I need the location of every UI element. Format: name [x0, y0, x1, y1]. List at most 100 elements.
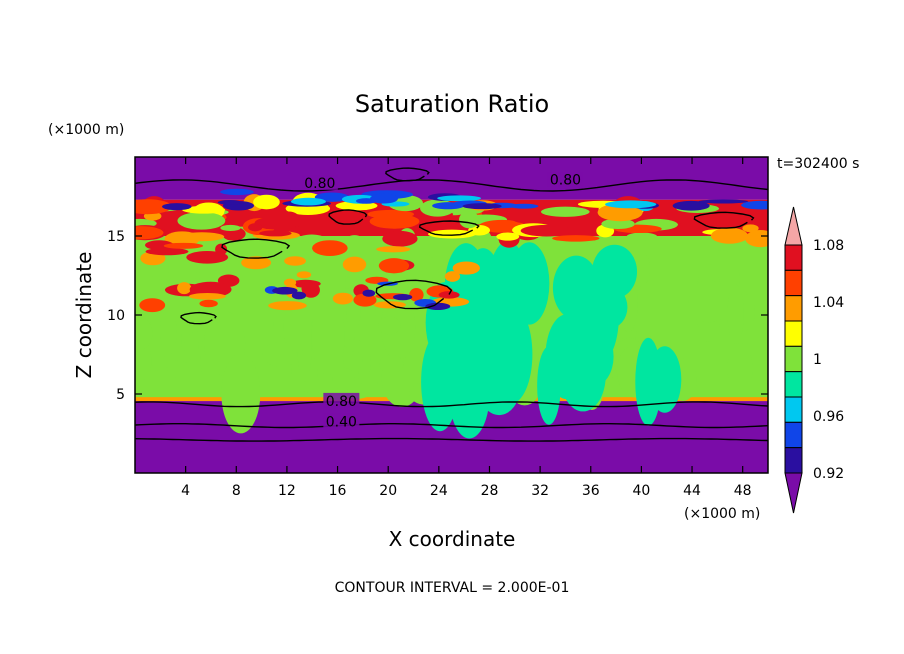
colorbar-segment-3: [784, 320, 803, 347]
plume-71: [135, 342, 152, 380]
colorbar-label-1: 0.96: [813, 409, 844, 425]
colorbar-extend-max: [784, 206, 803, 246]
upper-patch-45: [745, 230, 768, 248]
contour-labels: 0.80 0.80 0.80 0.40: [301, 171, 584, 430]
contour-label-1: 0.80: [550, 173, 581, 189]
upper-patch-75: [742, 224, 759, 233]
mid-patch-28: [376, 246, 411, 253]
upper-patch-36: [710, 227, 749, 244]
colorbar-segment-2: [784, 295, 803, 322]
x-tick-label-4: 20: [379, 483, 397, 499]
upper-patch-24: [511, 213, 543, 224]
mid-patch-25: [145, 247, 189, 256]
loop-6: [180, 311, 217, 325]
mid-patch-6: [444, 271, 461, 282]
loop-3: [221, 238, 291, 259]
contour-label-bg-1: [547, 171, 584, 187]
x-tick-label-7: 32: [531, 483, 549, 499]
colorbar-segment-1: [784, 269, 803, 297]
plume-60: [343, 351, 363, 371]
gap-26: [421, 332, 459, 432]
colorbar-segment-7: [784, 421, 803, 449]
upper-patch-66: [277, 211, 301, 229]
plume-67: [221, 353, 261, 434]
chart-title: Saturation Ratio: [355, 90, 549, 118]
dry-pocket-1: [362, 289, 376, 297]
mid-patch-35: [301, 282, 316, 295]
mid-patch-20: [438, 291, 460, 299]
gap-8: [592, 244, 638, 299]
upper-patch-79: [520, 224, 573, 237]
x-tick-label-10: 44: [683, 483, 701, 499]
x-tick-label-8: 36: [582, 483, 600, 499]
upper-patch-60: [626, 232, 658, 241]
upper-patch-20: [369, 213, 420, 229]
mid-patch-26: [199, 299, 218, 308]
fringe-22: [290, 197, 326, 206]
mid-patch-0: [241, 256, 272, 270]
x-tick-label-1: 8: [232, 483, 241, 499]
plume-30: [167, 360, 190, 378]
plume-88: [182, 316, 203, 333]
contour-label-bg-3: [323, 413, 360, 429]
upper-patch-74: [298, 234, 325, 243]
y-tick-label-2: 15: [107, 229, 125, 245]
contour-label-bg-2: [323, 392, 360, 408]
x-tick-label-0: 4: [181, 483, 190, 499]
x-tick-label-5: 24: [430, 483, 448, 499]
mid-patch-1: [296, 271, 312, 279]
colorbar-label-4: 1.08: [813, 238, 844, 254]
contour-lines: [135, 167, 768, 442]
dry-pocket-4: [272, 286, 298, 295]
plume-85: [688, 279, 729, 323]
contour-lower-0.20: [135, 437, 768, 442]
fringe-17: [437, 195, 482, 202]
contour-label-bg-0: [301, 174, 338, 190]
upper-patch-61: [179, 232, 225, 242]
contour-upper-0.80: [135, 179, 768, 192]
loop-2: [418, 220, 480, 236]
mid-patch-34: [284, 256, 306, 266]
y-tick-label-0: 5: [116, 387, 125, 403]
plume-81: [135, 315, 153, 352]
time-label: t=302400 s: [777, 156, 859, 172]
mid-patch-30: [163, 242, 204, 249]
upper-patch-65: [135, 199, 172, 215]
fringe-21: [741, 200, 768, 210]
dry-pocket-5: [393, 293, 413, 301]
mid-patch-39: [139, 298, 166, 313]
fringe-9: [220, 188, 254, 196]
fringe-13: [605, 200, 657, 209]
gap-29: [444, 243, 488, 332]
gap-22: [537, 346, 561, 425]
upper-patch-62: [220, 224, 241, 231]
colorbar-label-0: 0.92: [813, 466, 844, 482]
mid-patch-32: [215, 243, 228, 256]
upper-patch-59: [382, 230, 418, 247]
plume-62: [159, 308, 177, 356]
upper-patch-49: [552, 235, 600, 242]
colorbar-segment-8: [784, 447, 803, 474]
colorbar-label-2: 1: [813, 352, 822, 368]
gap-27: [478, 358, 521, 416]
colorbar-labels: 0.92 0.96 1 1.04 1.08: [813, 238, 844, 482]
contour-label-3: 0.40: [326, 414, 357, 430]
fringe-2: [314, 192, 350, 202]
colorbar-segment-6: [784, 396, 803, 423]
mid-patch-17: [177, 282, 192, 295]
plume-72: [283, 302, 313, 353]
x-tick-label-2: 12: [278, 483, 296, 499]
x-axis-ticks: 4 8 12 16 20 24 28 32 36 40 44 48: [181, 157, 752, 499]
gap-28: [635, 337, 662, 426]
colorbar-extend-min: [784, 472, 803, 514]
colorbar-segment-0: [784, 244, 803, 271]
upper-patch-72: [135, 226, 164, 240]
gap-24: [568, 274, 610, 369]
fringe-1: [698, 199, 749, 204]
upper-patch-64: [177, 211, 226, 230]
plume-66: [311, 297, 345, 375]
y-axis-label: Z coordinate: [72, 252, 96, 379]
dry-pocket-7: [291, 291, 307, 300]
plume-74: [332, 367, 355, 391]
